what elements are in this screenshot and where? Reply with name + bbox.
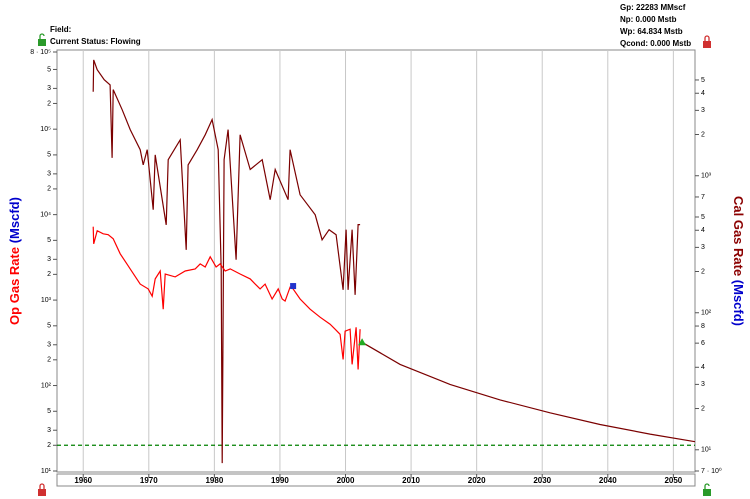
x-tick-label: 1990 <box>271 476 289 485</box>
y2-tick-label: 4 <box>701 364 705 371</box>
y-tick-label: 2 <box>47 186 51 193</box>
y-tick-label: 3 <box>47 171 51 178</box>
y2-tick-label: 4 <box>701 90 705 97</box>
y-title-part: Op Gas Rate <box>7 247 22 325</box>
y2-tick-label: 5 <box>701 77 705 84</box>
y2-tick-label: 10³ <box>701 173 712 180</box>
y2-tick-label: 7 <box>701 194 705 201</box>
x-tick-label: 2050 <box>664 476 682 485</box>
y2-tick-label: 8 <box>701 323 705 330</box>
x-tick-label: 2010 <box>402 476 420 485</box>
x-tick-label: 2030 <box>533 476 551 485</box>
y2-tick-label: 7 · 10⁰ <box>701 467 722 475</box>
y-tick-label: 2 <box>47 357 51 364</box>
y-tick-label: 10³ <box>41 297 52 304</box>
y2-title-part: (Mscfd) <box>731 276 746 326</box>
y2-tick-label: 2 <box>701 268 705 275</box>
status-label: Current Status: Flowing <box>50 37 141 46</box>
qcond-label: Qcond: 0.000 Mstb <box>620 39 691 48</box>
field-label: Field: <box>50 25 71 34</box>
y-tick-label: 10² <box>41 382 52 389</box>
y-title-part: (Mscfd) <box>7 197 22 247</box>
series-line <box>92 59 361 464</box>
series-line <box>361 341 696 443</box>
y-tick-label: 3 <box>47 342 51 349</box>
x-tick-label: 2020 <box>468 476 486 485</box>
y-tick-label: 10⁵ <box>40 126 51 133</box>
gp-label: Gp: 22283 MMscf <box>620 3 686 12</box>
y-tick-label: 3 <box>47 256 51 263</box>
y-tick-label: 2 <box>47 442 51 449</box>
y2-tick-label: 2 <box>701 131 705 138</box>
lock-icon[interactable] <box>38 483 46 496</box>
y-axis-title: Op Gas Rate (Mscfd) <box>7 197 22 325</box>
y-tick-label: 5 <box>47 152 51 159</box>
np-label: Np: 0.000 Mstb <box>620 15 677 24</box>
x-tick-label: 1970 <box>140 476 158 485</box>
y-tick-label: 5 <box>47 323 51 330</box>
y-tick-label: 2 <box>47 100 51 107</box>
y-tick-label: 5 <box>47 66 51 73</box>
x-tick-label: 1980 <box>205 476 223 485</box>
y-tick-label: 5 <box>47 408 51 415</box>
x-axis-band <box>56 473 696 487</box>
y2-tick-label: 4 <box>701 227 705 234</box>
y-tick-label: 3 <box>47 427 51 434</box>
y2-tick-label: 3 <box>701 107 705 114</box>
y2-tick-label: 5 <box>701 214 705 221</box>
y2-tick-label: 10¹ <box>701 447 712 454</box>
y2-title-part: Cal Gas Rate <box>731 196 746 276</box>
x-tick-label: 2040 <box>599 476 617 485</box>
y-tick-label: 5 <box>47 237 51 244</box>
y-tick-label: 10⁴ <box>40 211 51 218</box>
y2-tick-label: 3 <box>701 244 705 251</box>
y-tick-label: 8 · 10⁵ <box>30 49 51 56</box>
x-tick-label: 2000 <box>337 476 355 485</box>
y2-axis-title: Cal Gas Rate (Mscfd) <box>731 196 746 326</box>
y2-tick-label: 3 <box>701 381 705 388</box>
lock-icon[interactable] <box>38 33 46 46</box>
y2-tick-label: 10² <box>701 310 712 317</box>
y2-tick-label: 6 <box>701 340 705 347</box>
wp-label: Wp: 64.834 Mstb <box>620 27 683 36</box>
y-tick-label: 2 <box>47 271 51 278</box>
y-tick-label: 10¹ <box>41 468 52 475</box>
marker <box>358 338 367 346</box>
plot-area <box>56 49 696 473</box>
x-tick-label: 1960 <box>74 476 92 485</box>
y-tick-label: 3 <box>47 85 51 92</box>
lock-icon[interactable] <box>703 35 711 48</box>
lock-icon[interactable] <box>703 483 711 496</box>
y2-tick-label: 2 <box>701 405 705 412</box>
series-line <box>92 226 361 370</box>
marker <box>290 283 297 290</box>
